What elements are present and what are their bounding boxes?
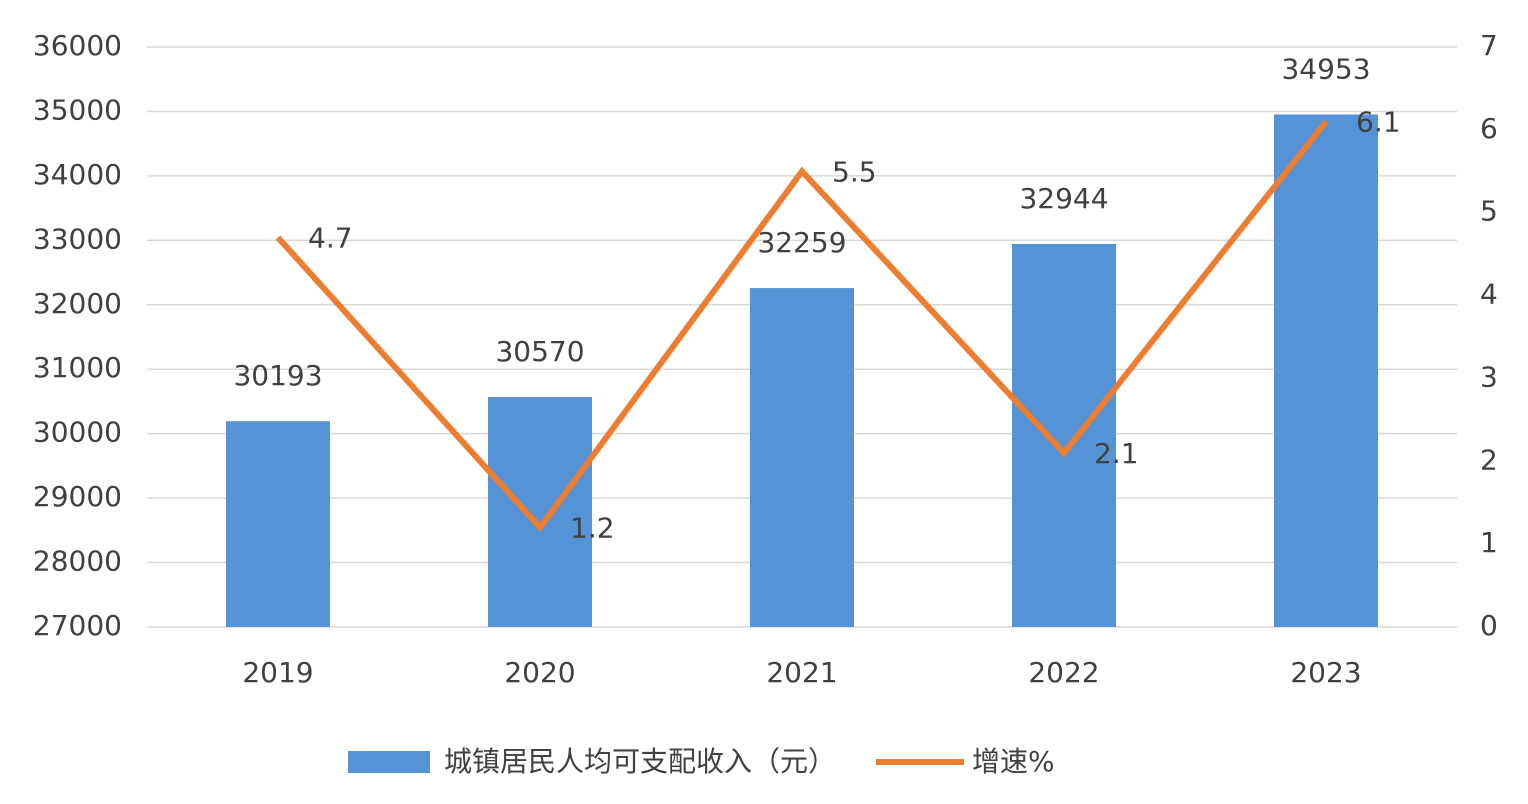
- y2-tick-label: 0: [1480, 609, 1498, 642]
- y-tick-label: 33000: [33, 222, 122, 255]
- legend-label: 增速%: [972, 745, 1055, 778]
- bar-value-label: 32259: [757, 226, 846, 259]
- y2-tick-label: 4: [1480, 278, 1498, 311]
- line-value-label: 5.5: [832, 155, 877, 188]
- y-tick-label: 32000: [33, 287, 122, 320]
- bar-value-label: 34953: [1281, 52, 1370, 85]
- x-tick-label: 2022: [1028, 656, 1099, 689]
- y-tick-label: 30000: [33, 416, 122, 449]
- y2-tick-label: 2: [1480, 443, 1498, 476]
- bar: [488, 396, 592, 627]
- x-tick-label: 2023: [1290, 656, 1361, 689]
- y-tick-label: 27000: [33, 609, 122, 642]
- bar-value-label: 30570: [495, 335, 584, 368]
- bar-value-label: 30193: [233, 359, 322, 392]
- y-tick-label: 35000: [33, 93, 122, 126]
- x-tick-label: 2021: [766, 656, 837, 689]
- bar: [750, 288, 854, 627]
- y2-tick-label: 1: [1480, 526, 1498, 559]
- bar: [226, 421, 330, 627]
- y2-tick-label: 7: [1480, 29, 1498, 62]
- y2-tick-label: 3: [1480, 360, 1498, 393]
- y-tick-label: 34000: [33, 158, 122, 191]
- x-tick-label: 2019: [242, 656, 313, 689]
- y-tick-label: 36000: [33, 29, 122, 62]
- line-value-label: 4.7: [308, 222, 353, 255]
- y-tick-label: 29000: [33, 480, 122, 513]
- x-tick-label: 2020: [504, 656, 575, 689]
- bar-value-label: 32944: [1019, 182, 1108, 215]
- bar: [1012, 243, 1116, 628]
- legend-label: 城镇居民人均可支配收入（元）: [444, 745, 836, 778]
- y2-tick-label: 5: [1480, 195, 1498, 228]
- y-tick-label: 28000: [33, 545, 122, 578]
- y-tick-label: 31000: [33, 351, 122, 384]
- legend-swatch: [348, 751, 430, 773]
- bar: [1274, 114, 1378, 628]
- line-value-label: 6.1: [1356, 106, 1401, 139]
- y2-tick-label: 6: [1480, 112, 1498, 145]
- line-value-label: 2.1: [1094, 437, 1139, 470]
- line-value-label: 1.2: [570, 512, 615, 545]
- line: [275, 119, 1329, 533]
